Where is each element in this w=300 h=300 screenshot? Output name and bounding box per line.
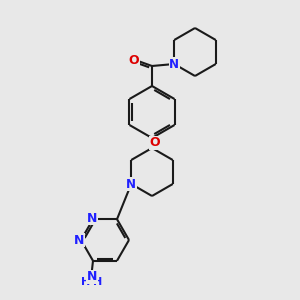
Text: N: N [126, 178, 136, 190]
Text: N: N [87, 270, 97, 283]
Text: O: O [150, 136, 160, 149]
Text: N: N [74, 233, 84, 247]
Text: H: H [93, 277, 103, 287]
Text: O: O [129, 53, 139, 67]
Text: N: N [87, 212, 97, 225]
Text: H: H [81, 277, 91, 287]
Text: N: N [169, 58, 179, 70]
